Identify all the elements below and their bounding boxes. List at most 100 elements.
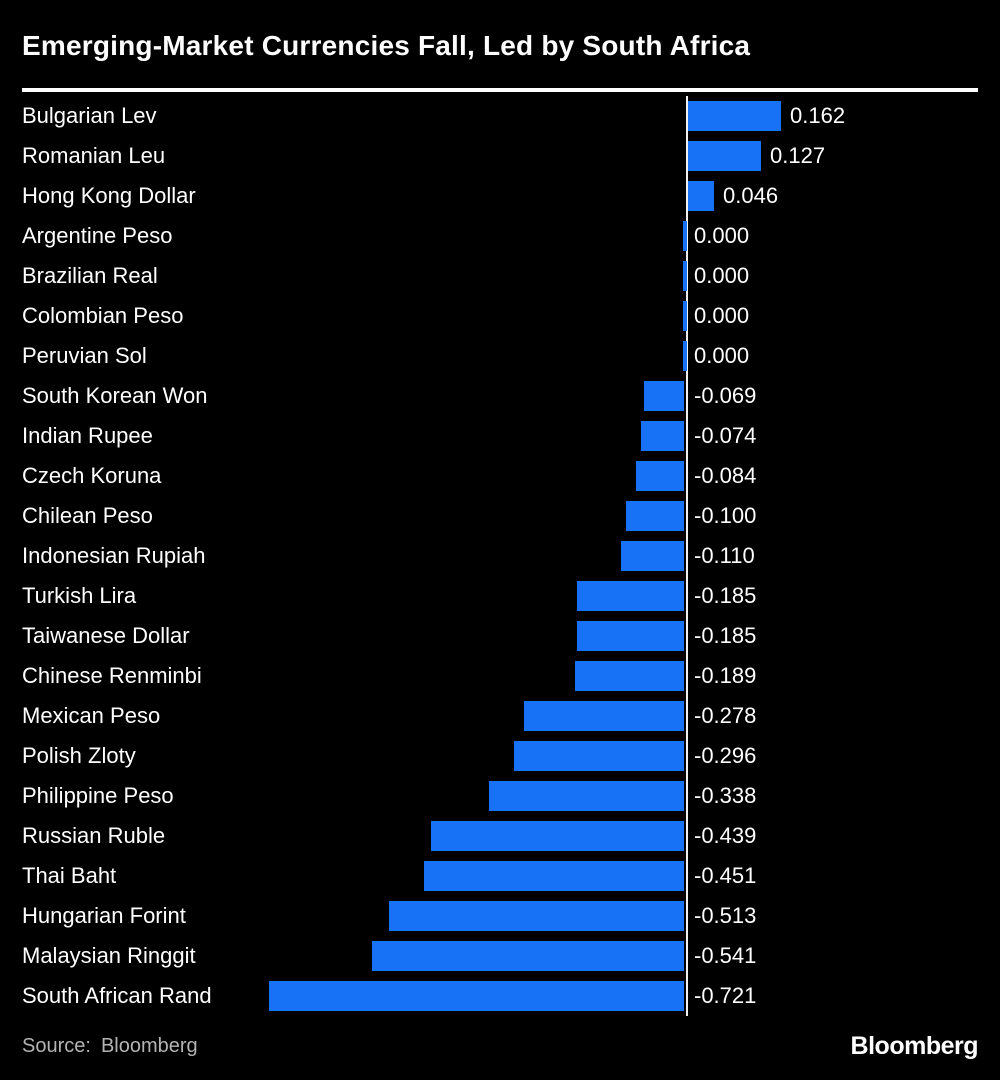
value-label: -0.513 [694, 903, 757, 929]
value-label: 0.046 [723, 183, 779, 209]
value-label: -0.084 [694, 463, 757, 489]
table-row: South Korean Won -0.069 [22, 376, 978, 416]
table-row: Czech Koruna -0.084 [22, 456, 978, 496]
value-label: -0.541 [694, 943, 757, 969]
bar [683, 261, 687, 292]
value-label: 0.000 [694, 343, 750, 369]
category-label: Taiwanese Dollar [22, 623, 190, 649]
bar [688, 101, 781, 132]
value-label: -0.278 [694, 703, 757, 729]
category-label: Turkish Lira [22, 583, 137, 609]
category-label: Hungarian Forint [22, 903, 186, 929]
value-label: -0.451 [694, 863, 757, 889]
table-row: Hungarian Forint -0.513 [22, 896, 978, 936]
chart-footer: Source: Bloomberg Bloomberg [22, 1032, 979, 1061]
category-label: Peruvian Sol [22, 343, 147, 369]
category-label: Mexican Peso [22, 703, 161, 729]
table-row: Chilean Peso -0.100 [22, 496, 978, 536]
bar [431, 821, 684, 852]
bar [524, 701, 684, 732]
table-row: Taiwanese Dollar -0.185 [22, 616, 978, 656]
source-value: Bloomberg [100, 1035, 198, 1058]
value-label: -0.074 [694, 423, 757, 449]
value-label: -0.100 [694, 503, 757, 529]
table-row: Indonesian Rupiah -0.110 [22, 536, 978, 576]
title-rule [22, 88, 978, 93]
table-row: Argentine Peso 0.000 [22, 216, 978, 256]
table-row: Romanian Leu 0.127 [22, 136, 978, 176]
source-line: Source: Bloomberg [22, 1035, 198, 1058]
category-label: Argentine Peso [22, 223, 173, 249]
table-row: Malaysian Ringgit -0.541 [22, 936, 978, 976]
bar [372, 941, 684, 972]
bar [621, 541, 684, 572]
table-row: Thai Baht -0.451 [22, 856, 978, 896]
value-label: 0.127 [770, 143, 826, 169]
bloomberg-logo: Bloomberg [850, 1032, 979, 1061]
bar [577, 621, 684, 652]
table-row: Hong Kong Dollar 0.046 [22, 176, 978, 216]
value-label: 0.000 [694, 223, 750, 249]
table-row: Peruvian Sol 0.000 [22, 336, 978, 376]
category-label: Hong Kong Dollar [22, 183, 196, 209]
chart-rows: Bulgarian Lev 0.162 Romanian Leu 0.127 H… [22, 96, 978, 1017]
category-label: Indonesian Rupiah [22, 543, 206, 569]
category-label: Czech Koruna [22, 463, 162, 489]
source-label: Source: [22, 1035, 91, 1058]
zero-baseline [686, 96, 688, 1017]
category-label: Philippine Peso [22, 783, 174, 809]
table-row: Brazilian Real 0.000 [22, 256, 978, 296]
value-label: -0.296 [694, 743, 757, 769]
table-row: Bulgarian Lev 0.162 [22, 96, 978, 136]
value-label: -0.721 [694, 983, 757, 1009]
category-label: Polish Zloty [22, 743, 136, 769]
bar [575, 661, 684, 692]
bar [636, 461, 684, 492]
bar [683, 341, 687, 372]
category-label: Colombian Peso [22, 303, 184, 329]
category-label: Chinese Renminbi [22, 663, 202, 689]
bar [489, 781, 684, 812]
category-label: Russian Ruble [22, 823, 166, 849]
bar [683, 301, 687, 332]
bar [577, 581, 684, 612]
chart-title: Emerging-Market Currencies Fall, Led by … [22, 30, 751, 61]
category-label: Romanian Leu [22, 143, 166, 169]
category-label: Brazilian Real [22, 263, 158, 289]
bar [688, 181, 714, 212]
category-label: Malaysian Ringgit [22, 943, 196, 969]
table-row: Colombian Peso 0.000 [22, 296, 978, 336]
value-label: -0.069 [694, 383, 757, 409]
category-label: Chilean Peso [22, 503, 153, 529]
value-label: 0.162 [790, 103, 846, 129]
value-label: -0.110 [694, 543, 755, 569]
category-label: South African Rand [22, 983, 212, 1009]
value-label: -0.338 [694, 783, 757, 809]
bar [688, 141, 761, 172]
bar [626, 501, 684, 532]
bar [424, 861, 684, 892]
table-row: Indian Rupee -0.074 [22, 416, 978, 456]
bar [644, 381, 684, 412]
bar [514, 741, 684, 772]
value-label: -0.439 [694, 823, 757, 849]
bar [683, 221, 687, 252]
table-row: Polish Zloty -0.296 [22, 736, 978, 776]
table-row: Chinese Renminbi -0.189 [22, 656, 978, 696]
value-label: 0.000 [694, 263, 750, 289]
category-label: Bulgarian Lev [22, 103, 157, 129]
value-label: 0.000 [694, 303, 750, 329]
table-row: South African Rand -0.721 [22, 976, 978, 1016]
table-row: Turkish Lira -0.185 [22, 576, 978, 616]
bar [389, 901, 684, 932]
bar [269, 981, 684, 1012]
table-row: Philippine Peso -0.338 [22, 776, 978, 816]
category-label: South Korean Won [22, 383, 208, 409]
value-label: -0.185 [694, 623, 757, 649]
value-label: -0.185 [694, 583, 757, 609]
value-label: -0.189 [694, 663, 757, 689]
table-row: Russian Ruble -0.439 [22, 816, 978, 856]
category-label: Thai Baht [22, 863, 117, 889]
category-label: Indian Rupee [22, 423, 153, 449]
